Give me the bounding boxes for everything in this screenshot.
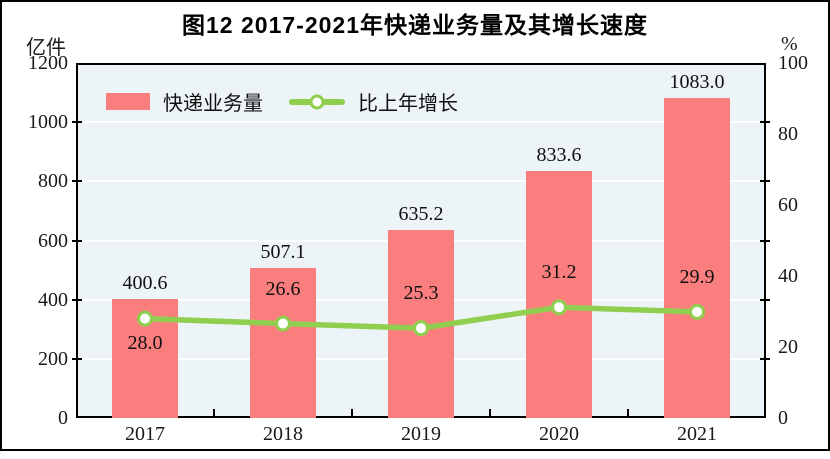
right-tick-mark-400 — [760, 298, 770, 301]
bar-2018 — [250, 267, 316, 418]
bar-2020 — [526, 171, 592, 418]
left-axis-tick-600: 600 — [38, 229, 68, 252]
line-series-marker-icon — [289, 94, 345, 109]
left-axis-tick-0: 0 — [58, 407, 68, 429]
right-axis-tick-100: 100 — [778, 52, 808, 74]
bar-series-swatch-icon — [106, 93, 150, 110]
bar-value-label-2019: 635.2 — [398, 203, 444, 226]
bar-value-label-2018: 507.1 — [260, 240, 306, 263]
left-axis-tick-400: 400 — [38, 288, 68, 311]
right-axis-tick-0: 0 — [778, 407, 788, 429]
legend: 快递业务量 比上年增长 — [106, 87, 458, 116]
bottom-tick-mark-1 — [213, 409, 215, 418]
left-tick-mark-800 — [72, 180, 82, 183]
bottom-tick-mark-4 — [627, 409, 629, 418]
x-axis-label-2017: 2017 — [125, 423, 165, 445]
growth-value-label-2017: 28.0 — [127, 331, 163, 354]
left-tick-mark-400 — [72, 298, 82, 301]
right-tick-mark-1000 — [760, 121, 770, 124]
line-marker-2019 — [413, 320, 429, 337]
left-axis-tick-200: 200 — [38, 347, 68, 370]
bottom-tick-mark-2 — [351, 409, 353, 418]
line-marker-2021 — [689, 303, 705, 320]
legend-bar-series-label: 快递业务量 — [163, 93, 263, 115]
legend-item-bar-series: 快递业务量 — [106, 87, 263, 116]
chart-title: 图12 2017-2021年快递业务量及其增长速度 — [182, 12, 648, 38]
bottom-tick-mark-3 — [489, 409, 491, 418]
right-tick-mark-200 — [760, 357, 770, 360]
left-tick-mark-1000 — [72, 121, 82, 124]
x-axis-label-2019: 2019 — [401, 423, 441, 445]
right-axis-tick-60: 60 — [778, 194, 798, 216]
x-axis-label-2020: 2020 — [539, 423, 579, 445]
growth-value-label-2019: 25.3 — [403, 282, 439, 305]
right-tick-mark-800 — [760, 180, 770, 183]
x-axis-label-2021: 2021 — [677, 423, 717, 445]
bar-2021 — [664, 97, 730, 418]
left-tick-mark-600 — [72, 239, 82, 242]
right-axis-tick-40: 40 — [778, 265, 798, 287]
gridline-800 — [76, 180, 766, 183]
right-axis-unit-label: % — [781, 33, 798, 55]
bar-value-label-2021: 1083.0 — [669, 70, 725, 93]
left-axis-tick-800: 800 — [38, 170, 68, 193]
line-marker-2020 — [551, 299, 567, 316]
left-axis-tick-1200: 1200 — [28, 52, 68, 74]
growth-value-label-2021: 29.9 — [679, 265, 715, 288]
right-tick-mark-600 — [760, 239, 770, 242]
right-axis-tick-20: 20 — [778, 336, 798, 358]
gridline-1000 — [76, 121, 766, 124]
x-axis-label-2018: 2018 — [263, 423, 303, 445]
bar-value-label-2017: 400.6 — [122, 272, 168, 295]
bar-value-label-2020: 833.6 — [536, 144, 582, 167]
legend-line-series-label: 比上年增长 — [358, 93, 458, 115]
growth-value-label-2018: 26.6 — [265, 277, 301, 300]
growth-value-label-2020: 31.2 — [541, 261, 577, 284]
line-marker-dot-icon — [309, 94, 325, 109]
left-axis-tick-1000: 1000 — [28, 111, 68, 134]
left-tick-mark-200 — [72, 357, 82, 360]
legend-item-line-series: 比上年增长 — [289, 87, 458, 116]
line-marker-2017 — [137, 310, 153, 327]
right-axis-tick-80: 80 — [778, 123, 798, 145]
left-axis-unit-label: 亿件 — [26, 37, 66, 59]
line-marker-2018 — [275, 315, 291, 332]
